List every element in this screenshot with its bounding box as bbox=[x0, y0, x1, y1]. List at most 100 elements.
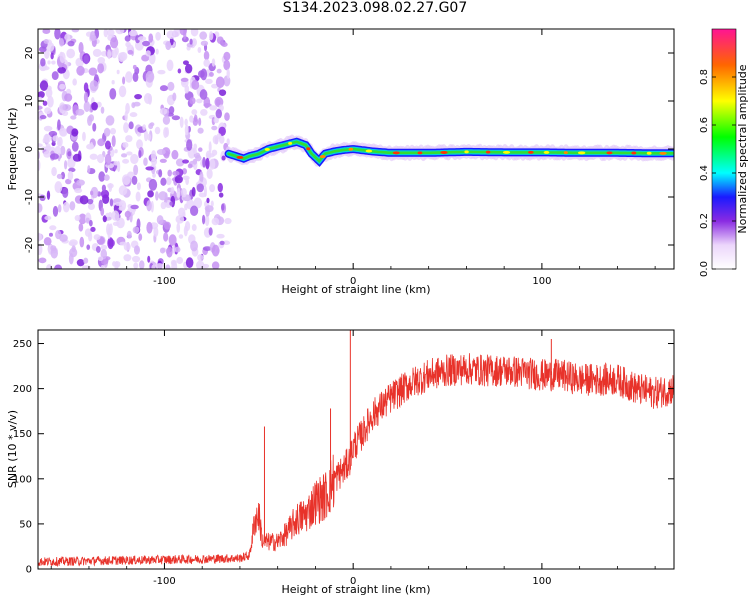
noise-blob bbox=[221, 203, 225, 211]
noise-blob bbox=[156, 149, 166, 155]
noise-blob bbox=[148, 52, 156, 65]
noise-blob bbox=[145, 50, 151, 57]
noise-blob bbox=[193, 114, 198, 123]
colorbar: 0.0 0.2 0.4 0.6 0.8 Normalized spectral ampl… bbox=[699, 28, 749, 277]
noise-blob bbox=[69, 201, 76, 211]
noise-blob bbox=[87, 115, 93, 126]
noise-blob bbox=[44, 215, 52, 221]
ridge-hotspot bbox=[236, 155, 244, 159]
noise-blob bbox=[221, 42, 228, 48]
noise-blob bbox=[156, 215, 164, 225]
noise-blob bbox=[75, 108, 85, 116]
noise-blob bbox=[56, 173, 63, 179]
x-tick-label: 100 bbox=[532, 576, 551, 587]
noise-blob bbox=[62, 104, 72, 111]
noise-blob bbox=[191, 109, 198, 115]
noise-blob bbox=[107, 237, 114, 250]
noise-blob bbox=[51, 60, 56, 65]
noise-blob bbox=[126, 230, 132, 239]
noise-blob bbox=[39, 80, 49, 91]
noise-blob bbox=[130, 153, 139, 165]
noise-blob bbox=[155, 48, 159, 55]
noise-blob bbox=[111, 135, 116, 148]
noise-blob bbox=[125, 71, 133, 83]
noise-blob bbox=[107, 183, 114, 189]
colorbar-tick-label: 0.8 bbox=[699, 69, 710, 85]
noise-blob bbox=[96, 153, 105, 164]
noise-blob bbox=[206, 168, 213, 179]
noise-blob bbox=[54, 29, 61, 40]
noise-blob bbox=[66, 48, 76, 59]
noise-blob bbox=[40, 65, 50, 71]
noise-blob bbox=[208, 227, 213, 236]
noise-blob bbox=[128, 121, 134, 130]
noise-blob bbox=[191, 79, 200, 90]
noise-blob bbox=[206, 153, 215, 158]
noise-blob bbox=[208, 72, 214, 77]
noise-blob bbox=[123, 122, 129, 134]
noise-blob bbox=[190, 29, 199, 37]
noise-blob bbox=[152, 172, 156, 178]
noise-blob bbox=[198, 117, 202, 127]
noise-blob bbox=[137, 36, 147, 42]
noise-blob bbox=[174, 246, 181, 253]
noise-blob bbox=[200, 40, 209, 46]
spectrogram-x-axis-label: Height of straight line (km) bbox=[281, 283, 430, 296]
noise-blob bbox=[175, 214, 185, 224]
noise-blob bbox=[190, 240, 198, 252]
noise-blob bbox=[101, 184, 106, 192]
noise-blob bbox=[136, 139, 143, 150]
y-tick-label: 100 bbox=[13, 474, 32, 485]
noise-blob bbox=[38, 143, 43, 148]
chart-title: S134.2023.098.02.27.G07 bbox=[282, 0, 468, 16]
noise-blob bbox=[159, 107, 168, 115]
noise-blob bbox=[57, 204, 62, 213]
noise-blob bbox=[125, 135, 133, 143]
noise-blob bbox=[71, 141, 79, 152]
noise-blob bbox=[78, 223, 84, 232]
noise-blob bbox=[119, 241, 127, 246]
snr-series bbox=[38, 330, 674, 568]
snr-frame bbox=[37, 329, 675, 570]
noise-blob bbox=[82, 131, 86, 142]
noise-blob bbox=[182, 159, 190, 164]
noise-blob bbox=[38, 105, 43, 110]
noise-blob bbox=[103, 127, 111, 137]
noise-region bbox=[38, 29, 232, 269]
noise-blob bbox=[196, 183, 204, 193]
noise-blob bbox=[210, 200, 214, 207]
noise-blob bbox=[39, 194, 46, 201]
x-tick-label: -100 bbox=[153, 576, 176, 587]
noise-blob bbox=[159, 247, 166, 254]
noise-blob bbox=[143, 157, 148, 166]
noise-blob bbox=[38, 96, 43, 102]
noise-blob bbox=[92, 122, 97, 132]
noise-blob bbox=[167, 169, 172, 177]
noise-blob bbox=[223, 59, 231, 71]
noise-blob bbox=[153, 226, 159, 237]
noise-blob bbox=[107, 227, 111, 239]
noise-blob bbox=[43, 125, 53, 132]
noise-blob bbox=[52, 205, 59, 217]
noise-blob bbox=[50, 153, 59, 160]
noise-blob bbox=[183, 225, 188, 237]
noise-blob bbox=[85, 217, 90, 224]
noise-blob bbox=[189, 115, 194, 123]
noise-blob bbox=[162, 115, 171, 125]
noise-blob bbox=[226, 138, 230, 146]
colorbar-ticks: 0.0 0.2 0.4 0.6 0.8 bbox=[699, 69, 736, 277]
noise-blob bbox=[109, 127, 117, 135]
noise-blob bbox=[177, 68, 182, 74]
noise-blob bbox=[45, 87, 53, 98]
noise-blob bbox=[38, 257, 47, 264]
noise-blob bbox=[142, 40, 151, 47]
noise-blob bbox=[159, 158, 167, 163]
noise-blob bbox=[172, 170, 180, 176]
noise-blob bbox=[211, 261, 220, 269]
colorbar-tick-label: 0.4 bbox=[699, 165, 710, 181]
noise-blob bbox=[89, 153, 98, 160]
noise-blob bbox=[199, 89, 208, 100]
noise-blob bbox=[88, 219, 93, 227]
noise-blob bbox=[100, 248, 108, 260]
noise-blob bbox=[189, 38, 193, 45]
